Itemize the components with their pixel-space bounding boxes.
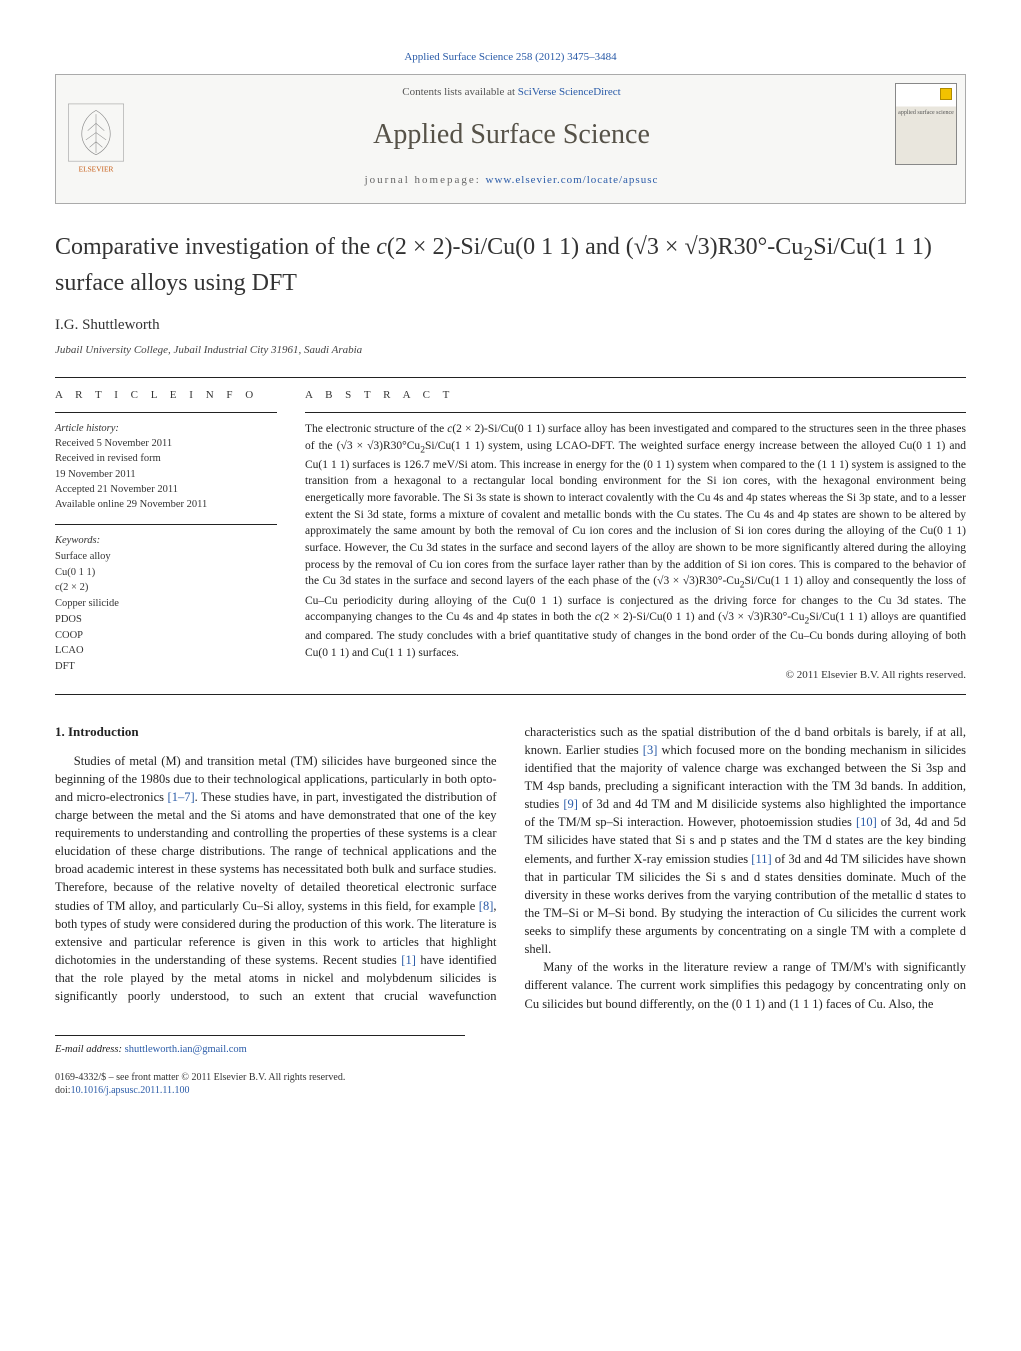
header-center: Contents lists available at SciVerse Sci… [136,75,887,203]
divider [55,412,277,413]
abstract-copyright: © 2011 Elsevier B.V. All rights reserved… [305,668,966,684]
front-matter-line: 0169-4332/$ – see front matter © 2011 El… [55,1071,966,1085]
article-title: Comparative investigation of the c(2 × 2… [55,232,966,299]
body-paragraph: Many of the works in the literature revi… [525,958,967,1012]
history-line: 19 November 2011 [55,467,277,482]
sciencedirect-link[interactable]: SciVerse ScienceDirect [518,86,621,98]
email-link[interactable]: shuttleworth.ian@gmail.com [125,1044,247,1055]
body-text: 1. Introduction Studies of metal (M) and… [55,723,966,1013]
tree-icon: ELSEVIER [65,103,127,175]
history-line: Available online 29 November 2011 [55,497,277,512]
history-line: Accepted 21 November 2011 [55,482,277,497]
keywords-block: Keywords: Surface alloy Cu(0 1 1) c(2 × … [55,533,277,675]
keyword: c(2 × 2) [55,580,277,596]
keywords-label: Keywords: [55,533,277,549]
cover-image-icon: applied surface science [895,83,957,165]
elsevier-wordmark: ELSEVIER [79,164,114,173]
homepage-prefix: journal homepage: [365,174,486,186]
contents-prefix: Contents lists available at [402,86,517,98]
abstract-column: A B S T R A C T The electronic structure… [305,378,966,684]
article-history: Article history: Received 5 November 201… [55,421,277,512]
journal-reference: Applied Surface Science 258 (2012) 3475–… [55,50,966,66]
elsevier-logo: ELSEVIER [56,75,136,203]
page-root: Applied Surface Science 258 (2012) 3475–… [0,0,1021,1138]
article-info-heading: A R T I C L E I N F O [55,378,277,412]
doi-prefix: doi: [55,1085,71,1096]
footnote-label: E-mail address: [55,1044,122,1055]
doi-line: doi:10.1016/j.apsusc.2011.11.100 [55,1084,966,1098]
journal-cover-thumb: applied surface science [887,75,965,203]
section-number: 1. [55,724,65,739]
meta-row: A R T I C L E I N F O Article history: R… [55,378,966,684]
keyword: COOP [55,628,277,644]
keyword: Cu(0 1 1) [55,565,277,581]
divider [55,694,966,695]
history-line: Received in revised form [55,451,277,466]
divider [305,412,966,413]
article-info-column: A R T I C L E I N F O Article history: R… [55,378,277,684]
authors: I.G. Shuttleworth [55,315,966,337]
section-title: Introduction [68,724,139,739]
abstract-heading: A B S T R A C T [305,378,966,412]
doi-link[interactable]: 10.1016/j.apsusc.2011.11.100 [71,1085,190,1096]
journal-name: Applied Surface Science [136,115,887,156]
affiliation: Jubail University College, Jubail Indust… [55,343,966,359]
homepage-line: journal homepage: www.elsevier.com/locat… [136,173,887,189]
history-label: Article history: [55,421,277,436]
keyword: LCAO [55,643,277,659]
footer-meta: 0169-4332/$ – see front matter © 2011 El… [55,1071,966,1098]
contents-available-line: Contents lists available at SciVerse Sci… [136,85,887,101]
keyword: Copper silicide [55,596,277,612]
abstract-text: The electronic structure of the c(2 × 2)… [305,421,966,662]
footnote: E-mail address: shuttleworth.ian@gmail.c… [55,1035,465,1057]
divider [55,524,277,525]
section-heading: 1. Introduction [55,723,497,742]
keyword: Surface alloy [55,549,277,565]
keyword: DFT [55,659,277,675]
history-line: Received 5 November 2011 [55,436,277,451]
homepage-link[interactable]: www.elsevier.com/locate/apsusc [486,174,659,186]
journal-header-box: ELSEVIER Contents lists available at Sci… [55,74,966,204]
keyword: PDOS [55,612,277,628]
cover-label: applied surface science [896,110,956,117]
